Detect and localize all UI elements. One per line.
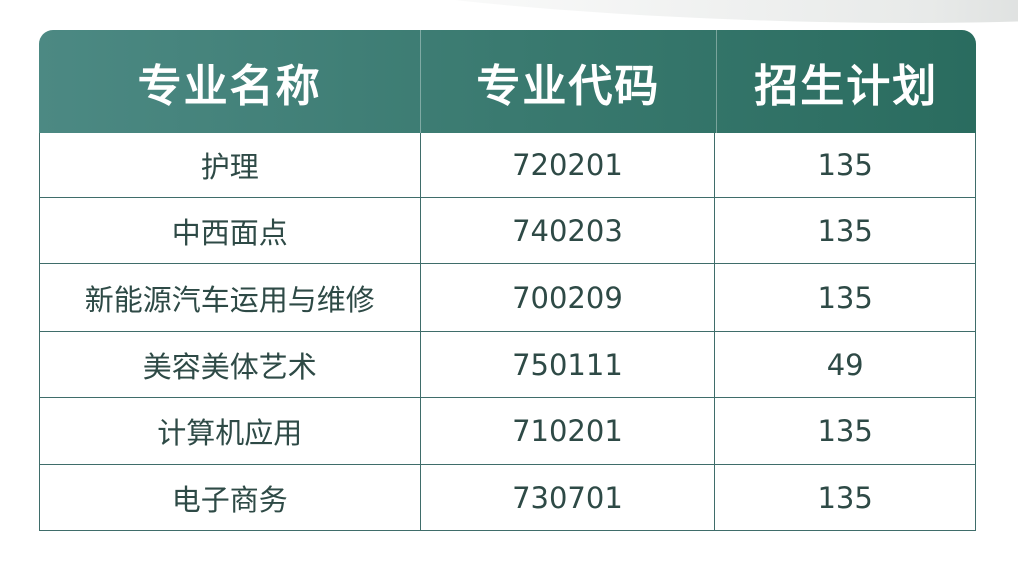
enrollment-table: 专业名称 专业代码 招生计划 护理 720201 135 中西面点 740203 135 新… <box>39 30 976 531</box>
cell-enrollment-plan: 49 <box>826 347 864 382</box>
cell-major-name: 中西面点 <box>40 198 421 263</box>
cell-major-name: 新能源汽车运用与维修 <box>40 264 421 331</box>
table-row: 计算机应用 710201 135 <box>39 398 976 465</box>
cell-enrollment-plan: 135 <box>817 148 873 182</box>
cell-major-code: 720201 <box>421 133 716 197</box>
cell-major-code: 710201 <box>421 398 716 464</box>
cell-enrollment-plan: 135 <box>817 414 873 448</box>
header-major-code: 专业代码 <box>421 30 717 133</box>
table-row: 中西面点 740203 135 <box>39 198 976 264</box>
table-row: 新能源汽车运用与维修 700209 135 <box>39 264 976 332</box>
header-major-name: 专业名称 <box>39 30 422 133</box>
cell-major-name: 计算机应用 <box>40 398 421 464</box>
cell-enrollment-plan: 135 <box>817 280 873 315</box>
cell-major-code: 730701 <box>421 465 716 530</box>
cell-major-code: 700209 <box>421 264 716 331</box>
table-row: 美容美体艺术 750111 49 <box>39 332 976 398</box>
table-header: 专业名称 专业代码 招生计划 <box>39 30 976 133</box>
header-enrollment-plan: 招生计划 <box>754 60 939 112</box>
cell-major-name: 护理 <box>40 133 421 197</box>
cell-major-name: 电子商务 <box>40 465 421 530</box>
table-row: 护理 720201 135 <box>39 133 976 198</box>
cell-enrollment-plan: 135 <box>817 480 873 515</box>
cell-enrollment-plan: 135 <box>817 213 873 248</box>
cell-major-name: 美容美体艺术 <box>40 332 421 397</box>
cell-major-code: 750111 <box>421 332 716 397</box>
table-row: 电子商务 730701 135 <box>39 465 976 531</box>
cell-major-code: 740203 <box>421 198 716 263</box>
